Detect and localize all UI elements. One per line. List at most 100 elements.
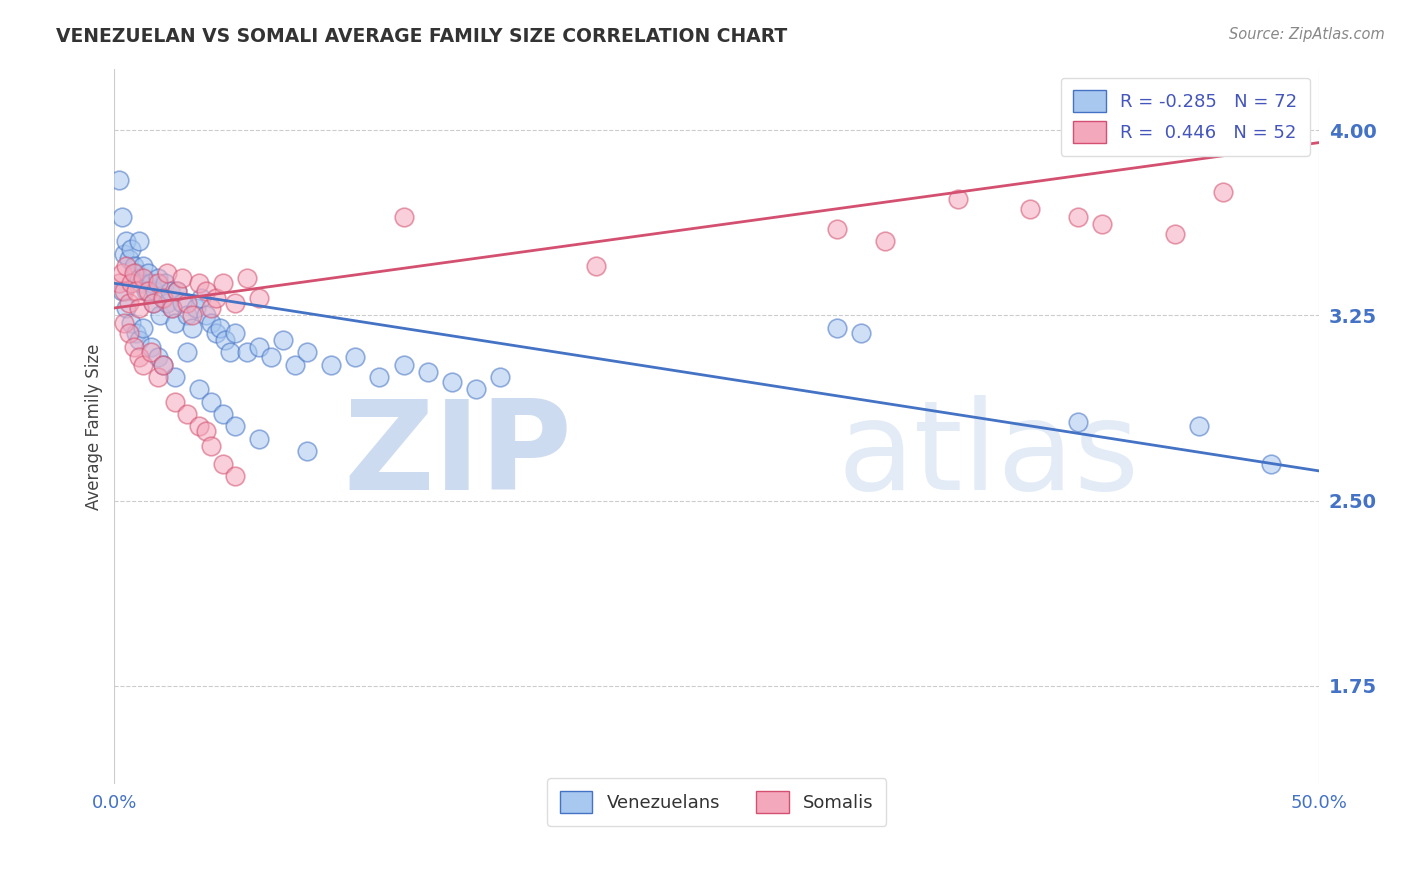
- Point: [190, 291, 212, 305]
- Point: [112, 316, 135, 330]
- Point: [132, 271, 155, 285]
- Point: [115, 259, 138, 273]
- Point: [129, 277, 152, 291]
- Point: [112, 284, 135, 298]
- Point: [108, 172, 131, 186]
- Point: [142, 296, 165, 310]
- Point: [153, 277, 176, 291]
- Point: [132, 259, 155, 273]
- Text: Source: ZipAtlas.com: Source: ZipAtlas.com: [1229, 27, 1385, 42]
- Point: [118, 326, 141, 340]
- Point: [186, 301, 208, 315]
- Point: [440, 375, 463, 389]
- Point: [108, 277, 131, 291]
- Point: [200, 394, 222, 409]
- Point: [135, 284, 157, 298]
- Point: [224, 419, 246, 434]
- Point: [128, 301, 150, 315]
- Point: [204, 291, 226, 305]
- Point: [187, 277, 209, 291]
- Point: [211, 277, 233, 291]
- Point: [159, 284, 181, 298]
- Point: [180, 309, 202, 323]
- Point: [118, 252, 141, 266]
- Point: [176, 296, 198, 310]
- Point: [416, 365, 439, 379]
- Point: [146, 370, 169, 384]
- Point: [211, 457, 233, 471]
- Point: [170, 296, 193, 310]
- Point: [1067, 210, 1090, 224]
- Point: [1019, 202, 1042, 217]
- Point: [1163, 227, 1185, 241]
- Point: [825, 222, 848, 236]
- Point: [118, 296, 141, 310]
- Point: [152, 358, 174, 372]
- Point: [489, 370, 512, 384]
- Point: [112, 246, 135, 260]
- Point: [166, 284, 188, 298]
- Point: [224, 296, 246, 310]
- Point: [139, 341, 162, 355]
- Point: [180, 320, 202, 334]
- Point: [321, 358, 343, 372]
- Point: [146, 351, 169, 365]
- Point: [115, 235, 138, 249]
- Point: [284, 358, 307, 372]
- Point: [122, 341, 145, 355]
- Point: [187, 419, 209, 434]
- Point: [295, 345, 318, 359]
- Point: [120, 277, 142, 291]
- Point: [1260, 457, 1282, 471]
- Point: [392, 210, 415, 224]
- Point: [146, 277, 169, 291]
- Point: [162, 301, 184, 315]
- Point: [295, 444, 318, 458]
- Point: [136, 284, 159, 298]
- Point: [142, 296, 165, 310]
- Point: [156, 296, 179, 310]
- Point: [1067, 415, 1090, 429]
- Point: [163, 316, 186, 330]
- Text: atlas: atlas: [837, 394, 1139, 516]
- Point: [128, 271, 150, 285]
- Point: [120, 242, 142, 256]
- Point: [128, 333, 150, 347]
- Point: [247, 291, 270, 305]
- Point: [152, 291, 174, 305]
- Point: [271, 333, 294, 347]
- Point: [128, 351, 150, 365]
- Point: [139, 277, 162, 291]
- Point: [1212, 185, 1234, 199]
- Point: [176, 407, 198, 421]
- Point: [122, 259, 145, 273]
- Point: [166, 284, 188, 298]
- Point: [200, 301, 222, 315]
- Point: [111, 267, 134, 281]
- Point: [224, 326, 246, 340]
- Point: [170, 271, 193, 285]
- Point: [204, 326, 226, 340]
- Point: [200, 316, 222, 330]
- Point: [156, 267, 179, 281]
- Point: [149, 309, 172, 323]
- Point: [209, 320, 232, 334]
- Point: [247, 432, 270, 446]
- Legend: Venezuelans, Somalis: Venezuelans, Somalis: [547, 778, 886, 825]
- Point: [152, 291, 174, 305]
- Point: [851, 326, 873, 340]
- Point: [139, 345, 162, 359]
- Point: [825, 320, 848, 334]
- Point: [128, 235, 150, 249]
- Point: [200, 439, 222, 453]
- Point: [176, 309, 198, 323]
- Point: [163, 370, 186, 384]
- Text: VENEZUELAN VS SOMALI AVERAGE FAMILY SIZE CORRELATION CHART: VENEZUELAN VS SOMALI AVERAGE FAMILY SIZE…: [56, 27, 787, 45]
- Point: [122, 267, 145, 281]
- Point: [585, 259, 607, 273]
- Point: [132, 320, 155, 334]
- Point: [236, 345, 259, 359]
- Point: [247, 341, 270, 355]
- Point: [115, 301, 138, 315]
- Point: [214, 333, 236, 347]
